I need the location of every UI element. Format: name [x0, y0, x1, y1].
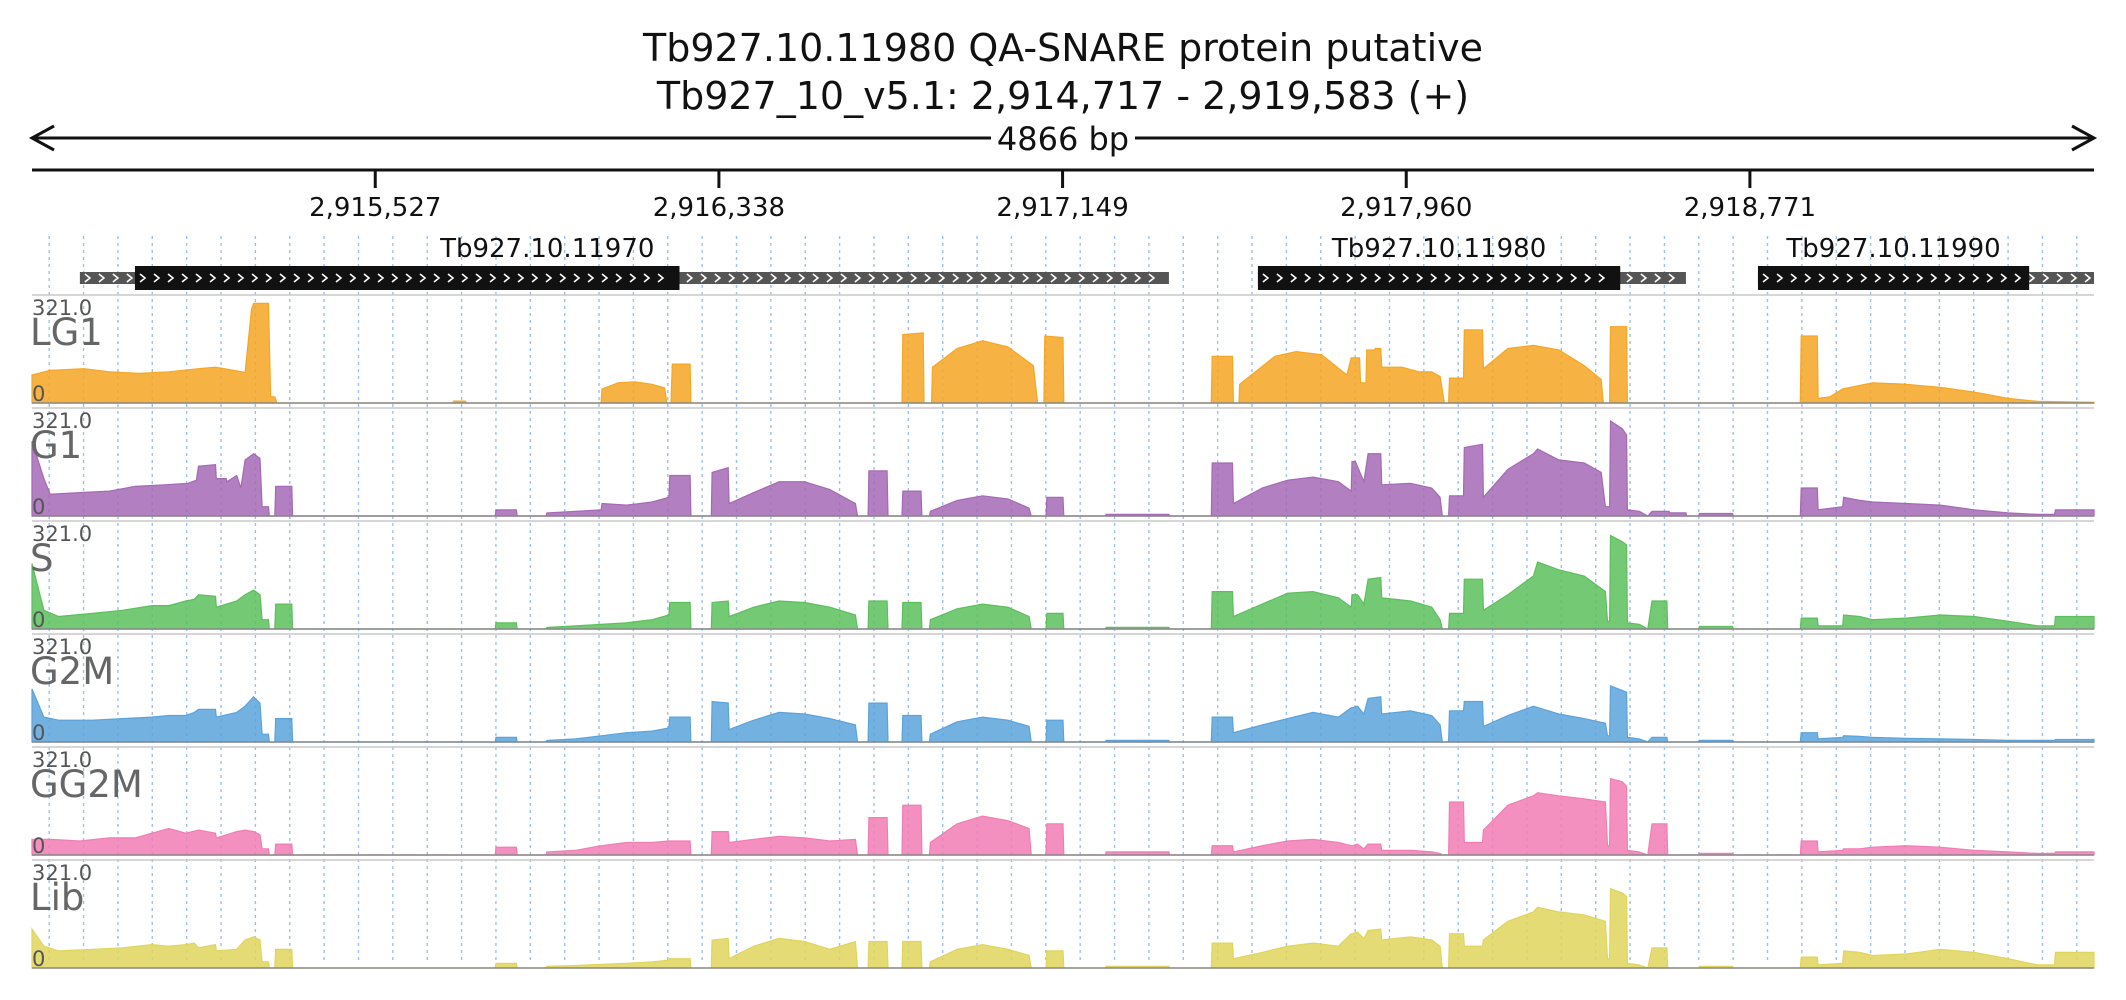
- axis-tick-label: 2,915,527: [309, 193, 441, 223]
- track-ymin-label: 0: [32, 947, 45, 971]
- gene-cds: [1257, 266, 1621, 290]
- axis-tick-label: 2,918,771: [1684, 193, 1816, 223]
- coverage-area: [31, 534, 2095, 630]
- strand-chevron-icon: [139, 273, 665, 283]
- track-ymin-label: 0: [32, 382, 45, 406]
- track-name: S: [30, 537, 54, 580]
- track-ymax-label: 321.0: [32, 522, 92, 546]
- track-name: G1: [30, 424, 82, 467]
- track-name: Lib: [30, 876, 84, 919]
- coverage-area: [31, 685, 2095, 743]
- strand-chevron-icon: [1762, 273, 2022, 283]
- gene-label: Tb927.10.11970: [439, 234, 654, 264]
- span-length-label: 4866 bp: [997, 120, 1129, 158]
- track-name: GG2M: [30, 763, 143, 806]
- arrow-right-icon: [2071, 124, 2098, 152]
- track-ymax-label: 321.0: [32, 296, 92, 320]
- track-ymax-label: 321.0: [32, 409, 92, 433]
- track-ymax-label: 321.0: [32, 748, 92, 772]
- track-name: G2M: [30, 650, 114, 693]
- axis-tick-label: 2,917,960: [1340, 193, 1472, 223]
- gene-cds: [134, 266, 680, 290]
- coverage-area: [31, 302, 2095, 404]
- coverage-area: [31, 419, 2095, 517]
- track-ymin-label: 0: [32, 834, 45, 858]
- track-ymin-label: 0: [32, 495, 45, 519]
- track-name: LG1: [30, 311, 103, 354]
- gene-label: Tb927.10.11980: [1331, 234, 1546, 264]
- coverage-area: [31, 887, 2095, 969]
- track-ymin-label: 0: [32, 608, 45, 632]
- strand-chevron-icon: [1262, 273, 1606, 283]
- track-ymax-label: 321.0: [32, 861, 92, 885]
- arrow-left-icon: [28, 124, 55, 152]
- gene-title: Tb927.10.11980 QA-SNARE protein putative: [642, 26, 1484, 70]
- gene-label: Tb927.10.11990: [1785, 234, 2000, 264]
- span-label-bg: [991, 120, 1135, 156]
- axis-tick-label: 2,917,149: [996, 193, 1128, 223]
- track-ymax-label: 321.0: [32, 635, 92, 659]
- genomic-location: Tb927_10_v5.1: 2,914,717 - 2,919,583 (+): [656, 74, 1470, 118]
- coverage-area: [31, 777, 2095, 856]
- track-ymin-label: 0: [32, 721, 45, 745]
- axis-tick-label: 2,916,338: [653, 193, 785, 223]
